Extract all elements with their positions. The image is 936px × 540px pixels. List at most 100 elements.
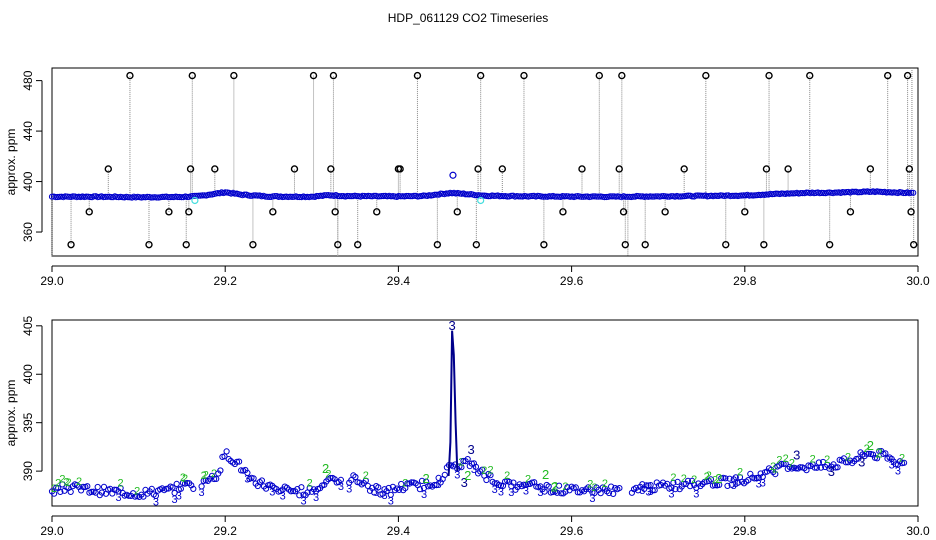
y-tick-label: 400 [21,364,35,384]
series-point [385,484,392,492]
baseline-point [433,191,440,198]
series-point [233,458,241,465]
series-point [732,474,739,481]
series-digit: 3 [895,465,901,477]
series-point [869,451,877,458]
baseline-point [153,194,160,201]
point-label: 3 [858,454,865,469]
baseline-point [374,193,381,200]
outlier-point [883,71,892,80]
baseline-point [590,193,597,200]
series-point [687,483,694,490]
cyan-point [191,196,199,205]
baseline-point [378,193,385,200]
point-label: 2 [715,471,722,486]
series-point [684,477,692,484]
baseline-point [664,193,671,200]
series-digit: 3 [153,497,159,509]
baseline-point [346,193,353,200]
baseline-point [66,193,73,200]
baseline-point [477,192,484,199]
outlier-point [188,71,196,80]
series-point [223,448,230,455]
baseline-point [471,192,479,199]
series-digit: 3 [492,484,498,496]
outlier-point [290,165,299,173]
series-digit: 2 [704,471,710,483]
series-point [608,483,615,490]
baseline-point [831,189,839,196]
y-tick-label: 390 [21,461,35,481]
outlier-point [249,240,257,249]
series-point [258,477,265,484]
series-digit: 2 [776,455,782,467]
outlier-point [104,165,112,173]
series-point [643,482,650,489]
series-digit: 2 [211,468,217,480]
series-digit: 2 [691,474,697,486]
outlier-point [559,208,567,216]
series-point [169,484,176,491]
baseline-series [48,188,917,201]
baseline-point [462,191,469,198]
baseline-point [336,193,343,200]
series-point [782,460,789,467]
series-point [441,471,448,478]
baseline-point [500,193,507,200]
x-tick-label: 29.8 [733,524,757,538]
outlier-point [145,240,153,249]
baseline-point [247,192,254,199]
baseline-point [729,192,736,199]
series-digit: 3 [338,481,344,493]
baseline-point [601,194,608,201]
baseline-point [542,193,549,200]
outlier-point [641,240,649,249]
series-digit: 2 [180,472,186,484]
series-point [298,484,305,491]
series-digit: 3 [300,496,306,508]
series-digit: 2 [789,458,795,470]
outlier-point [619,208,628,216]
series-point [371,489,378,496]
series-point [84,483,91,490]
series-point [416,486,423,493]
outlier-point [474,165,482,173]
series-digit: 3 [421,489,427,501]
baseline-point [231,190,238,197]
series-point [778,460,785,467]
series-point [797,464,804,471]
baseline-point [348,193,355,200]
baseline-point [738,192,745,199]
series-point [497,482,504,489]
point-label: 2 [422,471,429,486]
series-digit: 2 [203,470,209,482]
baseline-point [264,193,271,200]
point-label: 2 [551,480,558,495]
baseline-point [148,194,155,201]
series-digit: 2 [487,464,493,476]
series-point [375,484,382,491]
series-point [244,469,251,476]
outlier-point [182,240,190,249]
series-point [433,482,440,489]
baseline-point [102,193,109,200]
baseline-point [464,191,471,198]
baseline-point [191,192,198,199]
series-digit: 3 [523,486,529,498]
baseline-point [69,193,77,200]
series-point [882,450,889,457]
series-point [148,485,155,492]
baseline-point [287,193,294,200]
y-tick-label: 405 [21,315,35,335]
series-digit: 2 [201,470,207,482]
series-point [352,473,359,481]
series-point [217,467,224,474]
baseline-point [313,192,320,200]
series-point [177,485,184,492]
cyan-point [477,196,485,205]
series-point [51,490,58,497]
outlier-point [903,71,912,80]
baseline-point [578,193,585,200]
series-digit: 3 [244,474,250,486]
